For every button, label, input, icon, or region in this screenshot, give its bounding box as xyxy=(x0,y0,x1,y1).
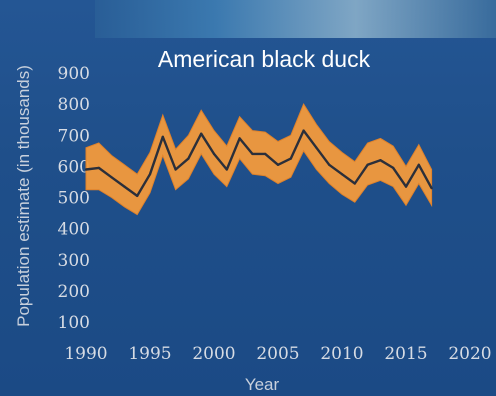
data-point xyxy=(264,152,267,155)
data-point xyxy=(404,185,408,188)
y-tick-label: 100 xyxy=(58,313,90,333)
data-point xyxy=(289,157,292,160)
y-tick-label: 900 xyxy=(58,64,90,84)
confidence-band xyxy=(85,103,433,216)
population-line xyxy=(85,129,433,198)
x-tick-label: 2000 xyxy=(192,344,235,364)
chart-title: American black duck xyxy=(158,46,371,72)
x-tick-label: 2020 xyxy=(448,344,491,364)
data-point xyxy=(161,135,164,138)
data-point xyxy=(417,163,420,166)
x-tick-label: 2005 xyxy=(256,344,299,364)
x-tick-label: 2010 xyxy=(320,344,363,364)
x-tick-label: 1990 xyxy=(64,344,107,364)
data-point xyxy=(392,166,395,169)
data-point xyxy=(97,166,100,169)
data-point xyxy=(251,152,254,155)
data-point xyxy=(302,129,305,132)
data-point xyxy=(225,168,228,171)
plot-area xyxy=(84,103,433,216)
data-point xyxy=(238,137,241,140)
x-axis-label: Year xyxy=(245,375,280,394)
water-photo-strip xyxy=(95,0,496,38)
data-point xyxy=(136,194,139,197)
y-tick-label: 800 xyxy=(58,95,90,115)
x-tick-label: 1995 xyxy=(128,344,171,364)
data-point xyxy=(84,168,88,171)
data-point xyxy=(123,185,126,188)
data-point xyxy=(430,187,433,190)
data-point xyxy=(200,132,203,135)
data-point xyxy=(212,152,216,155)
data-point xyxy=(187,157,190,160)
data-point xyxy=(276,163,280,166)
data-point xyxy=(366,163,369,166)
data-point xyxy=(110,176,113,179)
y-tick-label: 200 xyxy=(58,282,90,302)
data-point xyxy=(328,163,331,166)
data-point xyxy=(353,182,356,185)
y-tick-label: 500 xyxy=(58,189,90,209)
y-tick-label: 400 xyxy=(58,220,90,240)
data-point xyxy=(174,168,177,171)
y-tick-label: 700 xyxy=(58,126,90,146)
y-tick-label: 300 xyxy=(58,251,90,271)
y-axis-label: Population estimate (in thousands) xyxy=(14,65,33,327)
y-tick-label: 600 xyxy=(58,157,90,177)
x-axis-ticks: 1990 1995 2000 2005 2010 2015 2020 xyxy=(64,344,491,364)
data-point xyxy=(379,159,382,162)
data-point xyxy=(148,173,152,176)
y-axis-ticks: 900 800 700 600 500 400 300 200 100 xyxy=(58,64,90,333)
data-point xyxy=(340,173,344,176)
data-point xyxy=(315,146,318,149)
x-tick-label: 2015 xyxy=(384,344,427,364)
